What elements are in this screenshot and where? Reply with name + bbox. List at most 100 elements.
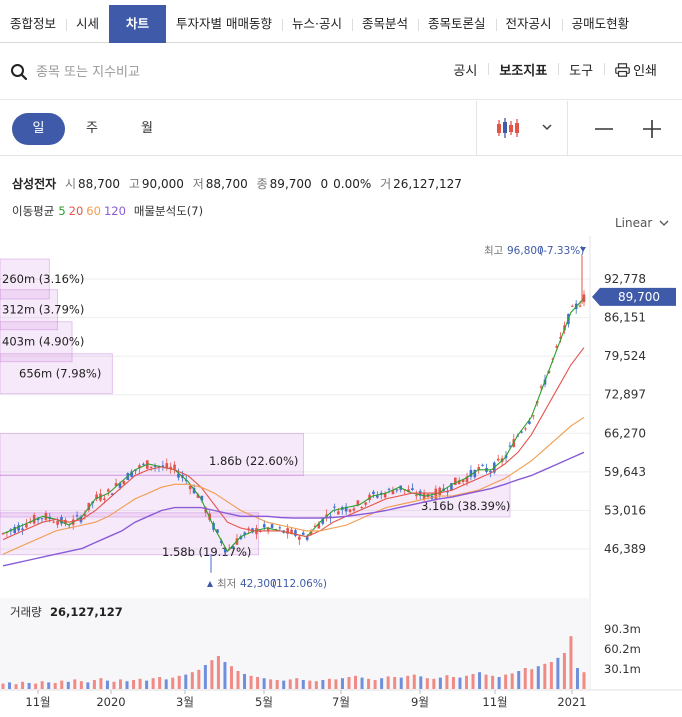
period-month-button[interactable]: 월: [141, 121, 153, 136]
volume-bar: [73, 679, 77, 689]
volume-bar: [393, 677, 397, 689]
current-price-label: 89,700: [618, 290, 660, 304]
candle-body: [247, 528, 250, 530]
volume-bar: [334, 679, 338, 689]
candle-body: [317, 523, 321, 529]
scale-label: Linear: [615, 216, 653, 230]
tab-overview[interactable]: 종합정보: [10, 16, 57, 31]
candle-body: [262, 524, 266, 528]
period-week-button[interactable]: 주: [86, 121, 98, 136]
low-value: 88,700: [205, 177, 248, 191]
profile-label: 1.86b (22.60%): [209, 454, 298, 468]
volume-bar: [321, 680, 325, 689]
candle-body: [216, 529, 219, 533]
close-label: 종: [256, 177, 268, 191]
candle-body: [415, 495, 418, 497]
low-label: 저: [192, 177, 204, 191]
print-label: 인쇄: [633, 64, 657, 79]
time-tick: 2020: [96, 695, 125, 709]
candle-body: [134, 469, 137, 471]
candle-body: [17, 525, 20, 531]
volume-bar: [105, 680, 109, 689]
scale-dropdown[interactable]: Linear: [615, 216, 669, 230]
print-button[interactable]: 인쇄: [604, 60, 668, 79]
tab-chart[interactable]: 차트: [109, 5, 167, 43]
candle-body: [200, 495, 204, 501]
volume-bar: [66, 681, 70, 689]
candle-body: [153, 466, 157, 468]
tab-analysis[interactable]: 종목분석: [352, 5, 418, 43]
candle-body: [528, 421, 531, 424]
candle-body: [114, 483, 118, 487]
volume-bar: [478, 672, 482, 689]
ma-label: 이동평균: [12, 204, 55, 218]
volume-bar: [504, 674, 508, 689]
low-annotation-label: 최저: [217, 578, 236, 590]
candle-body: [496, 458, 500, 461]
candle-body: [294, 530, 297, 536]
candle-body: [21, 528, 24, 530]
volume-bar: [99, 678, 103, 689]
volume-bar: [262, 678, 266, 689]
candlestick-icon: [497, 118, 519, 138]
candle-body: [290, 529, 293, 534]
ma-5: 5: [58, 204, 66, 218]
candle-body: [192, 487, 196, 494]
volume-bar: [158, 677, 162, 689]
indicator-button[interactable]: 보조지표: [488, 60, 558, 79]
tab-short-selling[interactable]: 공매도현황: [561, 5, 640, 43]
zoom-out-button[interactable]: [589, 114, 619, 144]
volume-bar: [406, 675, 410, 689]
annotations: 최고 96,800(-7.33%) 최저 42,300(112.06%): [207, 245, 586, 590]
profile-label: 656m (7.98%): [19, 367, 101, 381]
tab-filings[interactable]: 전자공시: [495, 5, 562, 43]
chevron-down-icon: [542, 124, 552, 131]
candle-body: [122, 481, 126, 485]
high-value: 90,000: [141, 177, 184, 191]
volume-bar: [40, 681, 44, 689]
compare-search-input[interactable]: [36, 60, 396, 84]
candle-body: [305, 536, 309, 540]
profile-bar: [0, 353, 113, 395]
volume-bar: [562, 653, 566, 689]
candle-body: [383, 493, 387, 498]
volume-bar: [412, 674, 416, 689]
candle-body: [161, 465, 165, 468]
candle-body: [321, 518, 325, 524]
volume-title-value: 26,127,127: [50, 605, 123, 619]
period-day-button[interactable]: 일: [12, 113, 65, 145]
zoom-in-button[interactable]: [637, 114, 667, 144]
chart-type-dropdown[interactable]: [494, 116, 558, 142]
volume-bar: [510, 673, 514, 689]
open-label: 시: [65, 177, 77, 191]
search-icon[interactable]: [10, 63, 28, 81]
volume-panel-bg: [0, 598, 590, 690]
price-axis: 92,778 86,151 79,524 72,897 66,270 59,643 53,0…: [592, 272, 676, 556]
profile-bar: [0, 321, 73, 363]
ma-line-20: [2, 347, 585, 541]
volume-bar: [112, 681, 116, 689]
tab-news[interactable]: 뉴스·공시: [282, 5, 352, 43]
volume-bar: [308, 680, 312, 689]
price-tick: 86,151: [604, 311, 646, 325]
volume-bar: [380, 678, 384, 689]
time-tick: 11월: [25, 695, 50, 709]
profile-bar: [0, 258, 50, 300]
candle-body: [457, 480, 461, 484]
tab-quotes[interactable]: 시세: [66, 5, 109, 43]
volume-bar: [451, 677, 455, 689]
volume-bar: [556, 657, 560, 689]
candle-body: [348, 509, 352, 512]
tab-discussion[interactable]: 종목토론실: [418, 5, 496, 43]
candle-body: [555, 345, 559, 348]
candle-body: [231, 546, 235, 549]
candle-body: [407, 489, 410, 493]
volume-bar: [184, 674, 188, 689]
tab-investor-trading[interactable]: 투자자별 매매동향: [176, 16, 273, 31]
disclosure-button[interactable]: 공시: [453, 64, 478, 79]
chevron-down-icon: [659, 220, 669, 226]
volume-bar: [47, 682, 51, 689]
candle-body: [376, 495, 379, 498]
tools-button[interactable]: 도구: [558, 60, 604, 79]
